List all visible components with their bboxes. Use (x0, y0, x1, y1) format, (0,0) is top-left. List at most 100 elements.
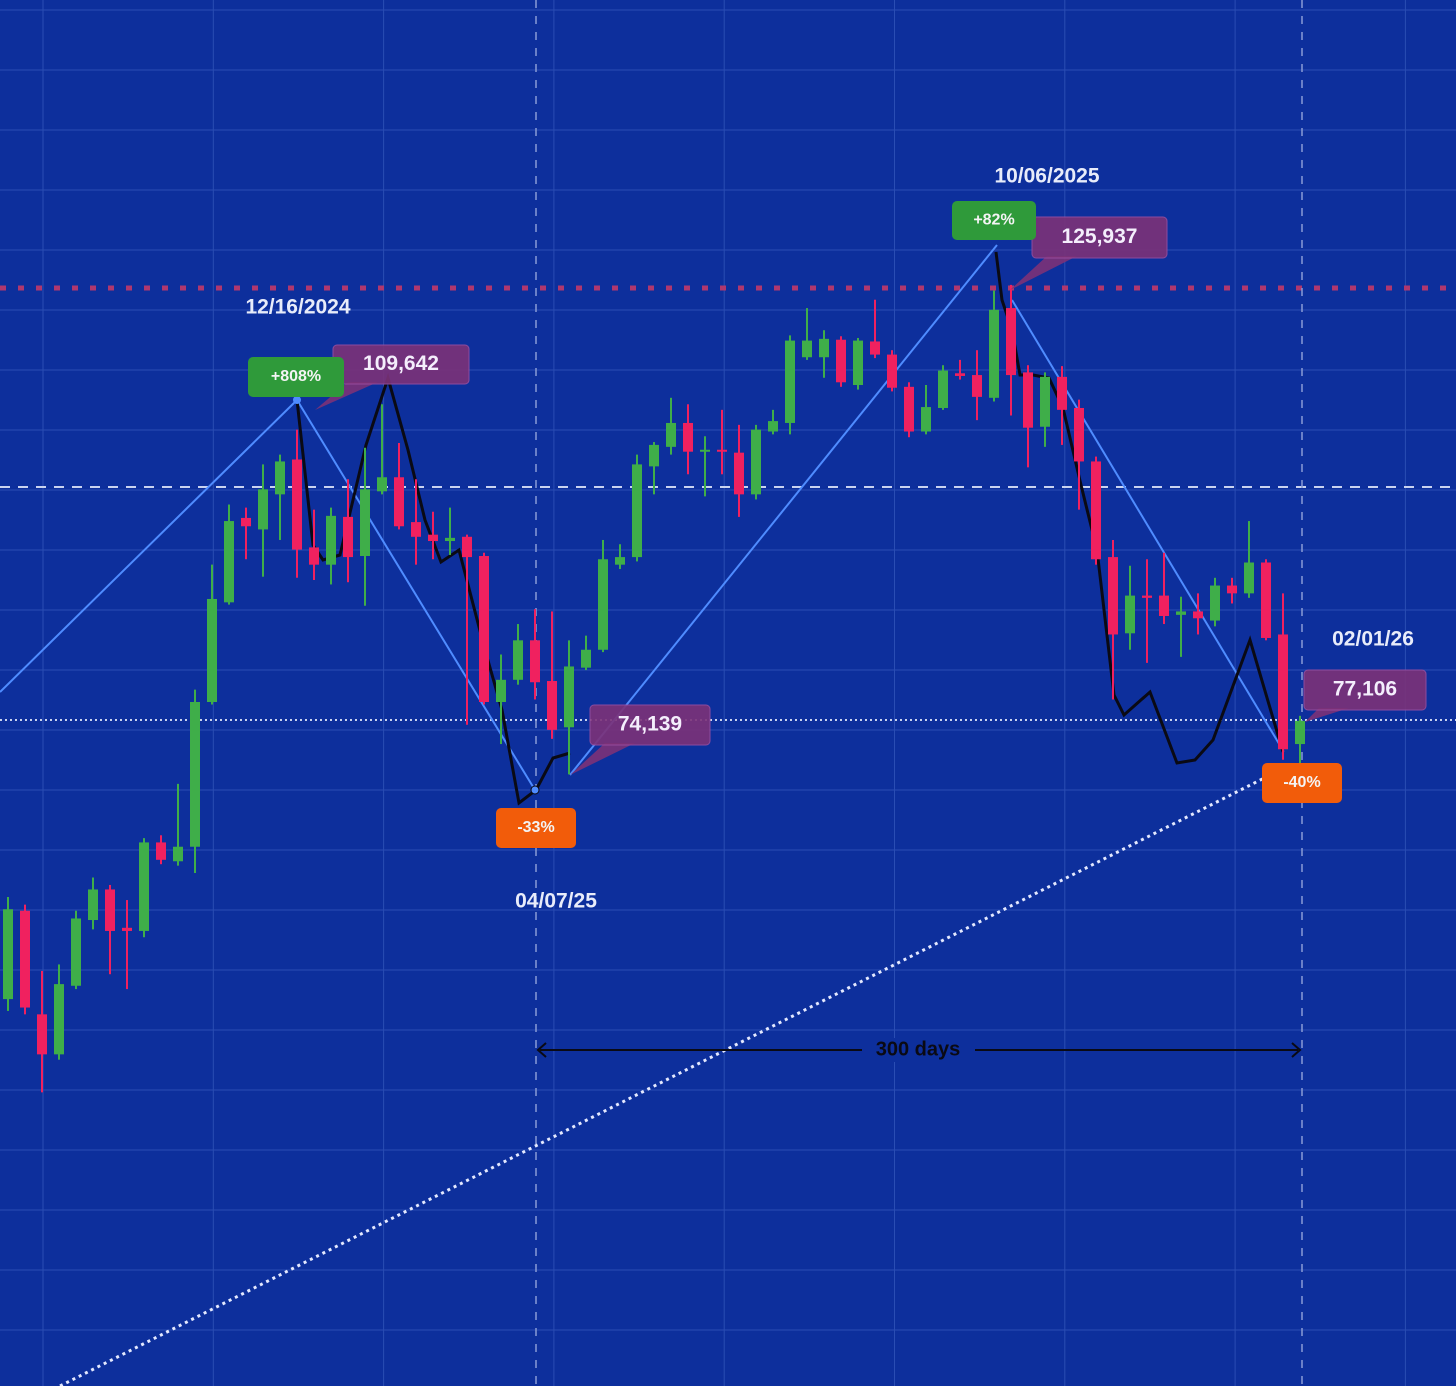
callout-tail (1305, 708, 1349, 722)
label: 125,937 (1062, 225, 1138, 248)
callout-tail (1010, 256, 1077, 290)
candle-body (88, 889, 98, 921)
candle-body (819, 338, 829, 358)
span-label-bg (864, 1038, 974, 1062)
candle-body (1091, 461, 1101, 560)
candle-body (1210, 585, 1220, 621)
label: 77,106 (1333, 678, 1397, 701)
callout-tail (570, 743, 635, 775)
candle-body (836, 339, 846, 383)
candle-body (802, 340, 812, 358)
candle-body (428, 534, 438, 542)
candle-body (207, 598, 217, 703)
label: 300 days (876, 1038, 961, 1060)
candle-body (581, 649, 591, 668)
candle-body (598, 559, 608, 650)
candle-body (547, 681, 557, 730)
candle-body (105, 889, 115, 931)
annotations: 12/16/2024 10/06/2025 04/07/25 02/01/26 109,… (245, 165, 1427, 1062)
candle-body (479, 556, 489, 703)
label: 12/16/2024 (245, 296, 350, 319)
candle-body (1057, 376, 1067, 410)
candle-body (700, 449, 710, 452)
candle-body (462, 536, 472, 558)
candle-body (785, 340, 795, 423)
candle-body (1125, 595, 1135, 634)
label: -40% (1283, 774, 1320, 791)
candle-body (1108, 557, 1118, 635)
candle-body (445, 537, 455, 542)
candle-body (241, 517, 251, 527)
label: +808% (271, 368, 321, 385)
arrow-head (536, 1042, 547, 1058)
candle-body (139, 842, 149, 931)
arrow-head (1291, 1042, 1302, 1058)
trend-line (59, 763, 1291, 1386)
price-box (589, 704, 711, 746)
candle-body (887, 354, 897, 388)
candle-body (683, 422, 693, 452)
zigzag-line (569, 244, 998, 776)
price-box (1303, 669, 1427, 711)
candle-body (20, 910, 30, 1008)
candle-body (54, 984, 64, 1055)
zigzag-line (1011, 299, 1285, 753)
label: -33% (517, 819, 554, 836)
candle-body (853, 340, 863, 386)
candle-body (564, 666, 574, 728)
candle-body (1040, 376, 1050, 427)
candle-body (1295, 720, 1305, 745)
candle-body (3, 909, 13, 1000)
label: 04/07/25 (515, 890, 597, 913)
candle-body (1159, 595, 1169, 616)
candle-body (309, 547, 319, 565)
candle-body (1244, 562, 1254, 594)
label: +82% (973, 212, 1014, 229)
pivot (293, 396, 301, 404)
candle-body (394, 477, 404, 527)
candle-body (1261, 562, 1271, 638)
label: 10/06/2025 (994, 165, 1099, 188)
candle-body (377, 477, 387, 492)
change-box (496, 808, 576, 848)
candle-body (615, 557, 625, 565)
candle-body (1074, 407, 1084, 462)
candle-body (734, 452, 744, 495)
candle-body (921, 407, 931, 432)
candle-body (1023, 372, 1033, 428)
candle-body (649, 444, 659, 467)
candle-body (156, 842, 166, 860)
candles (3, 284, 1305, 1093)
candle-body (717, 449, 727, 452)
candle-body (360, 489, 370, 557)
candle-body (989, 309, 999, 398)
label: 109,642 (363, 352, 439, 375)
candle-body (955, 373, 965, 376)
candle-body (870, 341, 880, 355)
candle-body (122, 927, 132, 931)
candle-body (37, 1014, 47, 1055)
candle-body (768, 421, 778, 432)
candle-body (326, 515, 336, 565)
candle-body (972, 375, 982, 397)
candle-body (343, 516, 353, 558)
candle-body (632, 464, 642, 558)
candle-body (751, 429, 761, 495)
candle-body (530, 640, 540, 683)
candle-body (275, 461, 285, 495)
callout-tail (315, 382, 378, 410)
candle-body (1227, 585, 1237, 594)
candle-body (292, 459, 302, 550)
candle-body (904, 386, 914, 432)
candle-body (190, 702, 200, 847)
change-box (952, 201, 1036, 240)
pivot (530, 785, 540, 795)
candle-body (1176, 611, 1186, 615)
candle-body (1006, 308, 1016, 376)
candle-body (666, 422, 676, 447)
candle-body (513, 640, 523, 680)
